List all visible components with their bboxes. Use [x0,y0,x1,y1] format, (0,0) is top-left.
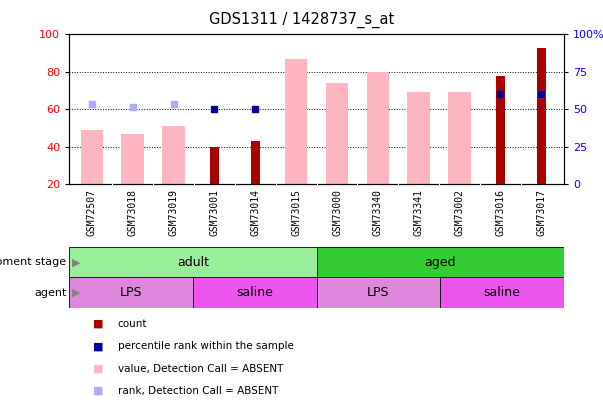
Bar [81,130,103,184]
Text: aged: aged [425,256,456,269]
Bar [440,277,564,308]
Text: GSM73340: GSM73340 [373,189,383,236]
Text: GSM73018: GSM73018 [128,189,137,236]
Text: saline: saline [484,286,520,299]
Text: ■: ■ [93,386,104,396]
Bar [210,147,219,184]
Bar [69,247,317,277]
Text: GSM72507: GSM72507 [87,189,97,236]
Text: GSM73001: GSM73001 [209,189,219,236]
Text: rank, Detection Call = ABSENT: rank, Detection Call = ABSENT [118,386,278,396]
Bar [285,59,308,184]
Text: GSM73341: GSM73341 [414,189,424,236]
Text: count: count [118,319,147,329]
Text: GSM73002: GSM73002 [455,189,464,236]
Text: value, Detection Call = ABSENT: value, Detection Call = ABSENT [118,364,283,373]
Bar [408,92,430,184]
Bar [251,141,259,184]
Text: ■: ■ [93,341,104,351]
Text: GSM73000: GSM73000 [332,189,342,236]
Bar [449,92,471,184]
Text: ▶: ▶ [72,257,81,267]
Text: GSM73014: GSM73014 [250,189,260,236]
Text: LPS: LPS [120,286,142,299]
Bar [317,277,440,308]
Bar [162,126,185,184]
Bar [69,277,193,308]
Text: GSM73017: GSM73017 [536,189,546,236]
Bar [121,134,144,184]
Text: GSM73015: GSM73015 [291,189,301,236]
Text: ■: ■ [93,319,104,329]
Text: ▶: ▶ [72,288,81,298]
Text: agent: agent [34,288,66,298]
Bar [496,76,505,184]
Bar [537,47,546,184]
Bar [367,72,389,184]
Bar [326,83,349,184]
Text: GDS1311 / 1428737_s_at: GDS1311 / 1428737_s_at [209,12,394,28]
Text: percentile rank within the sample: percentile rank within the sample [118,341,294,351]
Text: LPS: LPS [367,286,390,299]
Text: adult: adult [177,256,209,269]
Text: saline: saline [236,286,273,299]
Text: ■: ■ [93,364,104,373]
Text: GSM73016: GSM73016 [496,189,505,236]
Text: GSM73019: GSM73019 [169,189,178,236]
Bar [317,247,564,277]
Text: development stage: development stage [0,257,66,267]
Bar [193,277,317,308]
